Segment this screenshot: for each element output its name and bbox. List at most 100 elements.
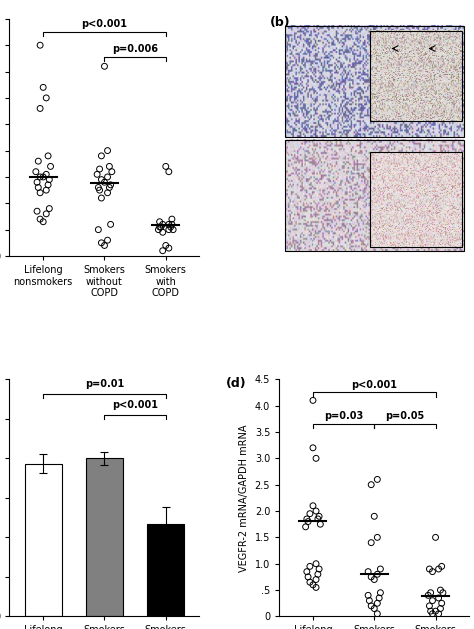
Text: (b): (b): [270, 16, 291, 30]
Point: [427, 587, 435, 598]
Point: [159, 220, 166, 230]
Point: [435, 609, 442, 619]
Point: [312, 574, 320, 584]
Y-axis label: VEGFR-2 mRNA/GAPDH mRNA: VEGFR-2 mRNA/GAPDH mRNA: [239, 424, 249, 572]
Text: (d): (d): [226, 377, 246, 390]
Point: [306, 561, 314, 571]
Point: [377, 587, 384, 598]
Point: [156, 217, 164, 227]
Bar: [86, 459, 123, 616]
Point: [435, 564, 442, 574]
Point: [314, 514, 322, 524]
Point: [46, 204, 53, 214]
Point: [36, 40, 44, 50]
Point: [162, 162, 170, 172]
Point: [39, 217, 47, 227]
Point: [36, 214, 44, 224]
Point: [98, 193, 105, 203]
Point: [365, 596, 373, 606]
Point: [303, 567, 310, 577]
Point: [437, 603, 444, 613]
Point: [104, 235, 111, 245]
Point: [33, 206, 41, 216]
Point: [437, 585, 444, 595]
Point: [44, 180, 52, 190]
Bar: [285, 26, 464, 137]
Point: [165, 167, 173, 177]
Point: [432, 532, 439, 542]
Point: [438, 561, 446, 571]
Point: [312, 559, 320, 569]
Bar: [285, 140, 464, 251]
Point: [36, 187, 44, 198]
Point: [43, 169, 50, 179]
Point: [427, 606, 435, 616]
Bar: [25, 464, 62, 616]
Point: [371, 603, 378, 613]
Point: [47, 162, 55, 172]
Point: [39, 172, 47, 182]
Point: [167, 222, 174, 232]
Point: [312, 506, 320, 516]
Point: [162, 240, 170, 250]
Point: [439, 587, 447, 598]
Point: [165, 220, 173, 230]
Point: [169, 225, 177, 235]
Point: [365, 567, 372, 577]
Point: [168, 214, 176, 224]
Point: [306, 509, 314, 519]
Point: [371, 574, 378, 584]
Point: [367, 538, 375, 548]
Point: [165, 225, 173, 235]
Point: [100, 177, 108, 187]
Point: [33, 177, 41, 187]
Point: [315, 511, 323, 521]
Point: [428, 609, 436, 619]
Text: p=0.01: p=0.01: [85, 379, 124, 389]
Point: [428, 567, 436, 577]
Point: [100, 240, 108, 250]
Point: [98, 238, 105, 248]
Point: [165, 243, 173, 253]
Point: [374, 609, 381, 619]
Point: [315, 564, 323, 574]
Point: [312, 582, 320, 593]
Point: [107, 220, 114, 230]
Point: [44, 151, 52, 161]
Point: [438, 598, 446, 608]
Point: [312, 454, 320, 464]
Point: [309, 580, 317, 590]
Point: [35, 156, 42, 166]
Point: [432, 606, 439, 616]
Bar: [371, 152, 462, 247]
Point: [367, 601, 375, 611]
Point: [374, 532, 381, 542]
Point: [35, 182, 42, 192]
Point: [168, 220, 176, 230]
Point: [426, 564, 433, 574]
Point: [159, 246, 166, 256]
Point: [98, 151, 105, 161]
Point: [367, 572, 375, 582]
Text: p=0.03: p=0.03: [324, 411, 363, 421]
Point: [156, 222, 164, 232]
Point: [106, 162, 113, 172]
Point: [32, 167, 40, 177]
Point: [104, 145, 111, 155]
Text: p=0.006: p=0.006: [112, 44, 158, 54]
Point: [104, 187, 111, 198]
Point: [43, 93, 50, 103]
Point: [303, 514, 310, 524]
Point: [377, 564, 384, 574]
Point: [302, 522, 310, 532]
Point: [96, 164, 103, 174]
Point: [46, 175, 53, 185]
Point: [94, 182, 102, 192]
Point: [309, 443, 317, 453]
Point: [424, 590, 432, 600]
Point: [317, 519, 324, 529]
Point: [96, 185, 103, 195]
Point: [155, 225, 162, 235]
Text: p=0.05: p=0.05: [385, 411, 425, 421]
Point: [374, 474, 381, 484]
